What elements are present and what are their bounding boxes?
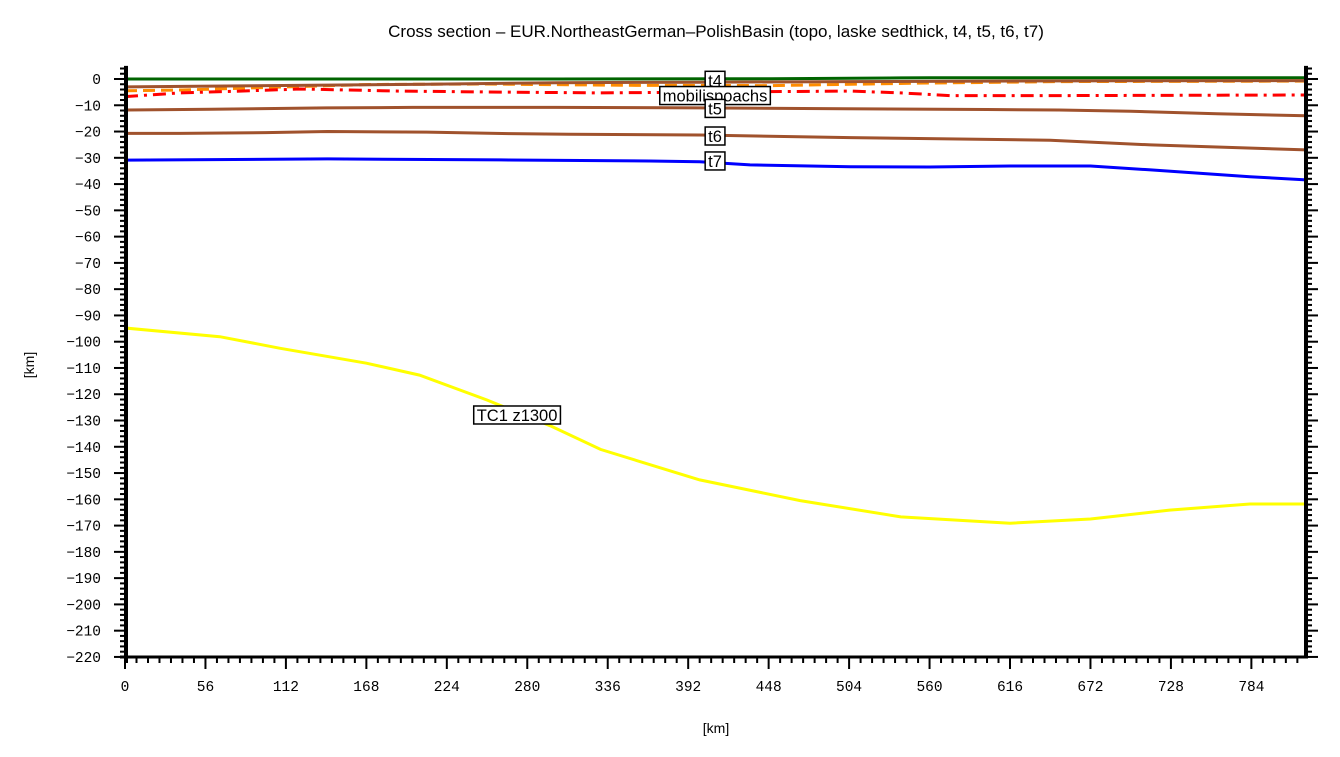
x-tick-label: 392	[675, 680, 701, 696]
series-line-mobilispoachs	[124, 87, 1307, 99]
label-box	[472, 405, 562, 425]
y-tick-label: −40	[75, 178, 101, 194]
x-tick-label: 728	[1158, 680, 1184, 696]
y-tick-label: −110	[66, 362, 101, 378]
label-text: t7	[708, 153, 722, 171]
x-tick-label: 616	[997, 680, 1023, 696]
label-text: t6	[708, 128, 722, 146]
x-tick-label: 336	[595, 680, 621, 696]
y-tick-label: −120	[66, 388, 101, 404]
x-tick-label: 168	[353, 680, 379, 696]
series-line-t7	[124, 157, 1307, 182]
series-line-topo	[125, 76, 1306, 81]
series-label-t6: t6	[704, 126, 726, 146]
label-box	[704, 151, 726, 171]
series-line-t5	[124, 105, 1307, 118]
label-box	[704, 98, 726, 119]
y-tick-label: 0	[92, 73, 101, 89]
series-label-mobilispoachs: mobilispoachs	[659, 85, 772, 106]
y-tick-label: −10	[75, 99, 101, 115]
y-tick-label: −140	[66, 441, 101, 457]
series-line-t4	[124, 79, 1307, 89]
axes: 0 −10 −20 −30 −40 −50 −60 −70 −80 −90 −100 −110 −120…	[66, 65, 1318, 696]
y-tick-label: −50	[75, 204, 101, 220]
y-tick-label: −30	[75, 152, 101, 168]
y-tick-label: −80	[75, 283, 101, 299]
y-tick-label: −170	[66, 520, 101, 536]
series-layer	[124, 76, 1307, 525]
label-text: TC1 z1300	[477, 407, 558, 425]
y-tick-label: −100	[66, 336, 101, 352]
x-tick-label: 448	[756, 680, 782, 696]
series-line-tc1-z1300	[124, 326, 1306, 525]
y-tick-label: −70	[75, 257, 101, 273]
x-tick-label: 672	[1077, 680, 1103, 696]
y-tick-label: −210	[66, 625, 101, 641]
series-label-tc1-z1300: TC1 z1300	[472, 405, 562, 425]
x-tick-label: 112	[273, 680, 299, 696]
chart-title: Cross section – EUR.NortheastGerman–Poli…	[388, 22, 1044, 41]
x-tick-label: 0	[121, 680, 130, 696]
y-tick-label: −90	[75, 309, 101, 325]
series-line-laske-sedthick	[124, 79, 1307, 93]
x-tick-label: 560	[916, 680, 942, 696]
series-label-t7: t7	[704, 151, 726, 171]
y-tick-label: −130	[66, 415, 101, 431]
y-tick-label: −60	[75, 231, 101, 247]
label-box	[704, 126, 726, 146]
label-text: t5	[708, 100, 722, 118]
y-tick-label: −220	[66, 651, 101, 667]
x-tick-label: 224	[434, 680, 460, 696]
series-line-t6	[125, 129, 1307, 152]
x-tick-label: 280	[514, 680, 540, 696]
y-tick-label: −150	[66, 467, 101, 483]
y-axis-label: [km]	[21, 352, 37, 378]
series-label-t5: t5	[704, 98, 726, 119]
y-tick-label: −160	[66, 493, 101, 509]
y-tick-label: −20	[75, 126, 101, 142]
x-tick-label: 504	[836, 680, 862, 696]
x-axis-label: [km]	[703, 720, 729, 736]
label-text: mobilispoachs	[663, 88, 768, 106]
x-tick-label: 784	[1238, 680, 1264, 696]
y-tick-label: −190	[66, 572, 101, 588]
y-tick-label: −180	[66, 546, 101, 562]
y-tick-label: −200	[66, 598, 101, 614]
x-tick-label: 56	[197, 680, 214, 696]
